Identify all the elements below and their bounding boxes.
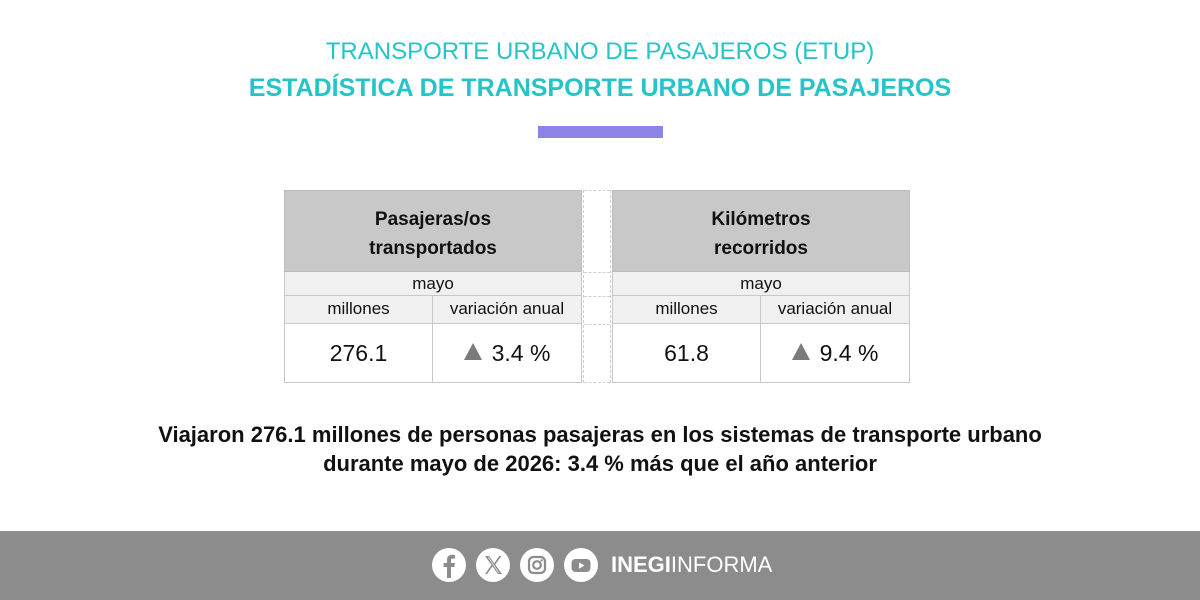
facebook-icon[interactable] xyxy=(432,548,466,582)
passengers-change-header: variación anual xyxy=(432,296,582,324)
passengers-change: 3.4 % xyxy=(432,324,582,383)
x-icon[interactable] xyxy=(476,548,510,582)
passengers-unit-header: millones xyxy=(284,296,433,324)
headline-line-2: durante mayo de 2026: 3.4 % más que el a… xyxy=(323,451,877,476)
page-title: TRANSPORTE URBANO DE PASAJEROS (ETUP) xyxy=(325,38,875,65)
up-triangle-icon xyxy=(791,343,810,360)
passengers-block: Pasajeras/os transportados mayo millones… xyxy=(284,190,582,383)
inegi-informa-logo[interactable]: INEGIINFORMA xyxy=(611,552,773,577)
kilometers-heading: Kilómetros recorridos xyxy=(612,190,910,272)
passengers-period: mayo xyxy=(284,272,582,296)
headline: Viajaron 276.1 millones de personas pasa… xyxy=(0,420,1200,478)
passengers-heading: Pasajeras/os transportados xyxy=(284,190,582,272)
instagram-icon[interactable] xyxy=(520,548,554,582)
up-triangle-icon xyxy=(463,343,482,360)
kilometers-change: 9.4 % xyxy=(760,324,910,383)
kilometers-block: Kilómetros recorridos mayo millones vari… xyxy=(612,190,910,383)
passengers-value: 276.1 xyxy=(284,324,433,383)
kilometers-value: 61.8 xyxy=(612,324,761,383)
kilometers-change-header: variación anual xyxy=(760,296,910,324)
kilometers-period: mayo xyxy=(612,272,910,296)
footer-bar xyxy=(0,531,1200,600)
kilometers-unit-header: millones xyxy=(612,296,761,324)
accent-bar xyxy=(538,126,663,138)
youtube-icon[interactable] xyxy=(564,548,598,582)
headline-line-1: Viajaron 276.1 millones de personas pasa… xyxy=(158,422,1042,447)
column-spacer xyxy=(583,190,611,383)
page-subtitle: ESTADÍSTICA DE TRANSPORTE URBANO DE PASA… xyxy=(248,74,952,102)
